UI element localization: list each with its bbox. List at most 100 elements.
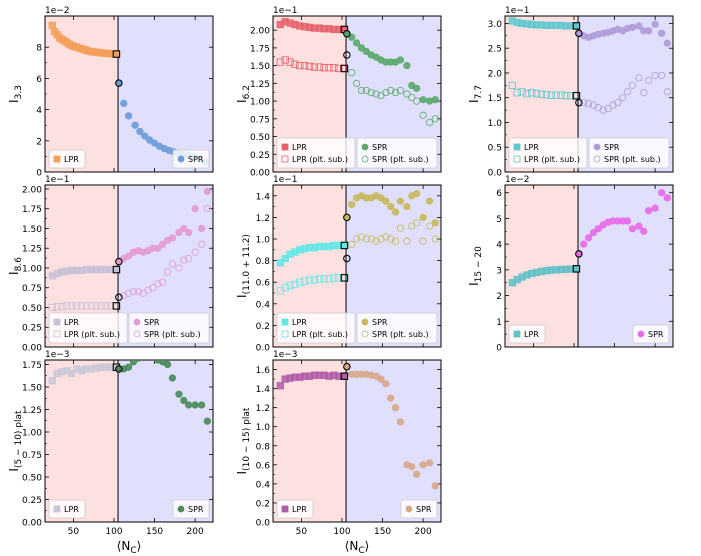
y-tick-label: 1.25	[22, 406, 42, 416]
point-spr	[431, 482, 439, 490]
point-sprpltsub	[362, 86, 370, 95]
point-spr	[580, 240, 588, 248]
axis-multiplier: 1e−2	[505, 175, 530, 185]
edge-marker-lpr	[572, 22, 581, 30]
y-axis-label: I(10 − 15) plat	[235, 407, 252, 474]
legend-label: SPR	[188, 155, 204, 164]
legend-label: SPR (plt. sub.)	[604, 155, 661, 164]
legend-label: SPR (plt. sub.)	[144, 330, 201, 339]
point-lprpltsub	[92, 302, 100, 310]
legend-box	[276, 137, 356, 169]
point-spr	[131, 121, 139, 129]
x-tick-label: 200	[187, 527, 204, 537]
y-tick-label: 0.0	[256, 519, 271, 529]
point-sprpltsub	[658, 71, 666, 80]
y-tick-label: 0.00	[250, 169, 270, 179]
axes-frame	[272, 359, 442, 523]
point-lprpltsub	[48, 303, 56, 312]
point-spr	[129, 360, 138, 366]
point-sprpltsub	[419, 111, 427, 119]
x-label-main: ⟨N	[345, 539, 359, 553]
point-sprpltsub	[431, 235, 439, 243]
y-tick-label: 5	[496, 215, 502, 225]
point-spr	[391, 404, 400, 412]
point-spr	[396, 56, 405, 64]
point-spr	[140, 352, 146, 358]
point-sprpltsub	[419, 237, 427, 245]
point-lprpltsub	[315, 275, 323, 283]
lpr-region	[45, 360, 119, 522]
point-lprpltsub	[315, 63, 323, 71]
point-sprpltsub	[149, 284, 157, 292]
legend-marker	[53, 318, 61, 326]
y-label-sub: 7.7	[474, 85, 484, 99]
point-lprpltsub	[291, 60, 299, 68]
point-sprpltsub	[391, 237, 400, 245]
edge-marker-spr	[575, 29, 583, 38]
point-lprpltsub	[320, 64, 328, 72]
point-spr	[382, 197, 390, 205]
edge-marker-spr-sub	[343, 51, 351, 59]
point-sprpltsub	[413, 219, 421, 227]
point-sprpltsub	[348, 69, 356, 77]
legend-spr: SPR SPR (plt. sub.)	[356, 137, 438, 169]
legend-lpr: LPR	[48, 499, 86, 519]
y-tick-label: 0.4	[256, 300, 271, 310]
point-spr	[419, 213, 427, 221]
point-lprpltsub	[513, 89, 521, 97]
y-tick-label: 0.75	[250, 115, 270, 125]
y-tick-label: 0.50	[22, 474, 42, 484]
legend-marker	[53, 505, 61, 513]
axes-frame	[44, 359, 214, 523]
point-spr	[426, 459, 434, 467]
legend-spr: SPR SPR (plt. sub.)	[356, 312, 438, 344]
point-sprpltsub	[367, 88, 375, 97]
legend-box	[400, 499, 438, 519]
edge-marker-spr-sub	[343, 254, 351, 263]
point-spr	[191, 205, 199, 213]
point-spr	[658, 29, 666, 37]
edge-marker-lpr	[112, 265, 121, 274]
point-spr	[419, 461, 427, 469]
point-sprpltsub	[175, 264, 183, 272]
y-tick-label: 1.25	[250, 80, 270, 90]
point-sprpltsub	[431, 115, 439, 123]
point-spr	[168, 374, 177, 382]
point-spr	[387, 394, 395, 402]
x-tick-label: 150	[146, 527, 163, 537]
legend-box	[508, 137, 588, 169]
edge-marker-lpr-sub	[340, 64, 349, 73]
legend-marker	[133, 318, 141, 326]
legend-marker	[177, 505, 185, 513]
y-tick-label: 0.25	[22, 324, 42, 334]
y-tick-label: 6	[496, 189, 502, 199]
legend-box	[356, 312, 438, 344]
legend-lpr: LPR LPR (plt. sub.)	[48, 312, 128, 344]
x-label-sub: C	[130, 546, 136, 556]
data-layer	[276, 18, 439, 126]
point-sprpltsub	[163, 268, 172, 276]
point-lpr	[281, 254, 289, 263]
edge-marker-spr	[115, 257, 123, 266]
point-spr	[635, 222, 643, 230]
legend-marker	[513, 330, 521, 338]
y-tick-label: 8	[36, 44, 42, 54]
point-lprpltsub	[281, 56, 289, 64]
point-spr	[658, 189, 666, 197]
point-lprpltsub	[533, 90, 541, 98]
y-tick-label: 1.0	[256, 423, 271, 433]
point-sprpltsub	[408, 93, 416, 102]
point-lprpltsub	[77, 302, 86, 310]
y-tick-label: 1.50	[250, 62, 270, 72]
legend-marker	[593, 143, 601, 151]
legend-marker	[513, 155, 521, 163]
point-lprpltsub	[301, 62, 309, 70]
point-sprpltsub	[372, 237, 380, 245]
y-axis-label: I(11.0 + 11.2)	[235, 234, 252, 298]
x-tick-label: 50	[68, 527, 80, 537]
legend-marker	[361, 155, 369, 163]
point-lprpltsub	[73, 302, 81, 310]
y-tick-label: 1.25	[22, 245, 42, 255]
point-spr	[426, 197, 434, 205]
point-spr	[141, 132, 149, 140]
